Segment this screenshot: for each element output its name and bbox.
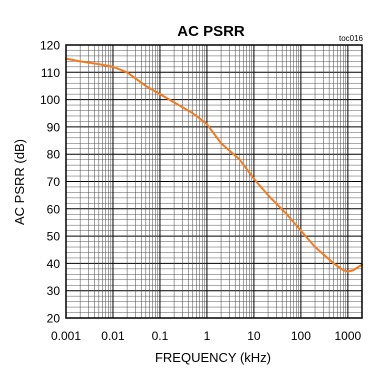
y-tick-label: 30 xyxy=(47,284,61,298)
plot-frame xyxy=(65,44,363,319)
x-tick-label: 0.001 xyxy=(51,329,81,343)
y-tick-label: 40 xyxy=(47,257,61,271)
chart-tag: toc016 xyxy=(339,34,364,43)
y-tick-label: 110 xyxy=(41,66,60,80)
y-tick-label: 50 xyxy=(47,230,61,244)
y-tick-label: 20 xyxy=(47,312,61,326)
y-tick-label: 70 xyxy=(47,175,61,189)
grid-layer xyxy=(65,44,363,319)
y-tick-label: 90 xyxy=(47,120,61,134)
x-axis-label: FREQUENCY (kHz) xyxy=(155,350,271,365)
y-tick-label: 120 xyxy=(40,39,60,53)
x-tick-label: 1 xyxy=(204,329,211,343)
y-tick-label: 80 xyxy=(47,148,61,162)
x-tick-label: 10 xyxy=(247,329,261,343)
y-tick-label: 100 xyxy=(40,93,60,107)
x-tick-label: 1000 xyxy=(335,329,362,343)
psrr-series-line xyxy=(65,57,363,273)
series-layer xyxy=(65,57,363,273)
x-tick-label: 0.1 xyxy=(152,329,169,343)
y-tick-label: 60 xyxy=(47,202,61,216)
x-tick-label: 100 xyxy=(291,329,311,343)
y-axis-label: AC PSRR (dB) xyxy=(12,139,27,225)
x-tick-label: 0.01 xyxy=(101,329,125,343)
chart-title: AC PSRR xyxy=(177,23,245,40)
